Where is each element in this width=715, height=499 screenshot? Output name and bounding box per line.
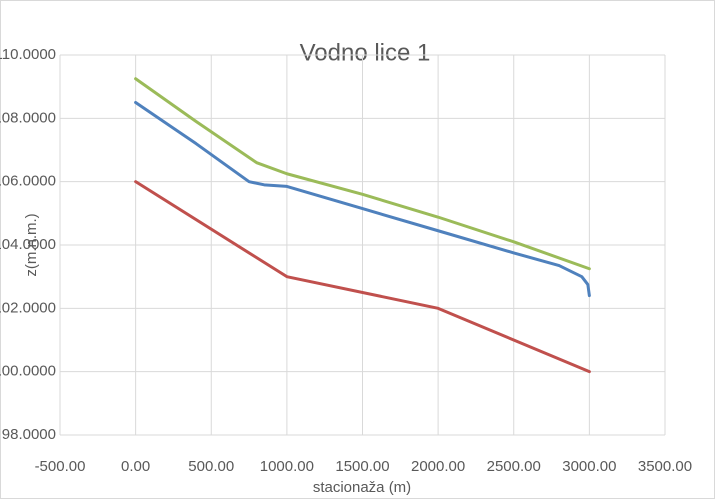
y-tick-label: 98.0000 xyxy=(2,426,56,443)
y-tick-label: 110.0000 xyxy=(0,46,56,63)
y-tick-label: 106.0000 xyxy=(0,173,56,190)
x-tick-label: 2000.00 xyxy=(411,458,465,475)
x-tick-label: 3000.00 xyxy=(562,458,616,475)
x-axis-label: stacionaža (m) xyxy=(313,479,411,496)
chart-title: Vodno lice 1 xyxy=(300,39,431,66)
y-tick-label: 102.0000 xyxy=(0,299,56,316)
y-axis-label: z(m.n.m.) xyxy=(23,213,40,276)
x-tick-label: 2500.00 xyxy=(487,458,541,475)
x-tick-label: 3500.00 xyxy=(638,458,692,475)
x-tick-label: -500.00 xyxy=(35,458,86,475)
y-tick-label: 104.0000 xyxy=(0,236,56,253)
series-line xyxy=(134,180,591,374)
series-line xyxy=(134,77,591,271)
x-tick-label: 1500.00 xyxy=(335,458,389,475)
x-tick-label: 0.00 xyxy=(121,458,150,475)
x-tick-label: 500.00 xyxy=(188,458,234,475)
x-tick-label: 1000.00 xyxy=(260,458,314,475)
y-tick-label: 108.0000 xyxy=(0,109,56,126)
y-tick-label: 100.0000 xyxy=(0,363,56,380)
series-line xyxy=(134,101,591,298)
